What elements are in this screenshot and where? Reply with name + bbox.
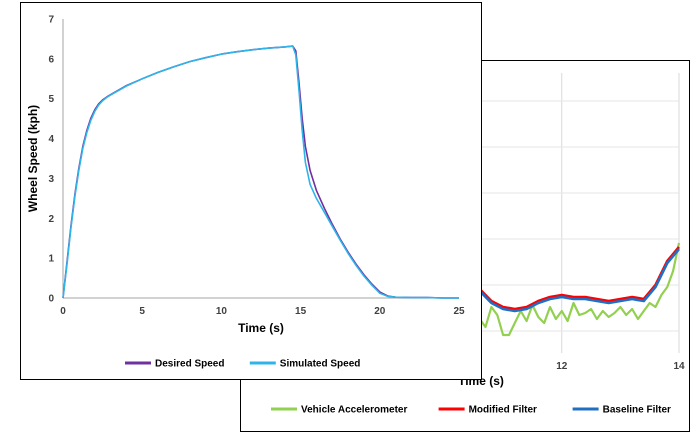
x-axis-title: Time (s) [238,321,284,335]
y-tick-2: 2 [48,214,54,225]
legend-label-baseline-filter: Baseline Filter [603,405,671,416]
series-line-simulated-speed [62,45,459,299]
legend-label-desired-speed: Desired Speed [155,359,224,370]
y-tick-5: 5 [48,94,54,105]
y-tick-6: 6 [48,54,54,65]
x-tick-12: 12 [556,361,568,372]
x-tick-20: 20 [374,306,386,317]
y-tick-4: 4 [48,134,54,145]
x-tick-25: 25 [453,306,465,317]
x-tick-10: 10 [216,306,228,317]
x-tick-5: 5 [139,306,145,317]
series-line-desired-speed [62,45,459,299]
y-tick-7: 7 [48,15,54,26]
y-tick-3: 3 [48,174,54,185]
y-axis-title: Wheel Speed (kph) [26,105,40,212]
y-tick-0: 0 [48,294,54,305]
wheel-speed-chart-panel: 0 1 2 3 4 5 6 7 0 5 10 15 20 25 Time (s) Wheel Speed (k… [20,2,482,380]
x-tick-14: 14 [673,361,685,372]
wheel-speed-chart: 0 1 2 3 4 5 6 7 0 5 10 15 20 25 Time (s) Wheel Speed (k… [26,15,465,370]
legend-label-vehicle-accelerometer: Vehicle Accelerometer [301,405,407,416]
x-tick-0: 0 [60,306,66,317]
y-tick-1: 1 [48,254,54,265]
legend-label-modified-filter: Modified Filter [469,405,537,416]
x-tick-15: 15 [295,306,307,317]
legend-label-simulated-speed: Simulated Speed [280,359,361,370]
